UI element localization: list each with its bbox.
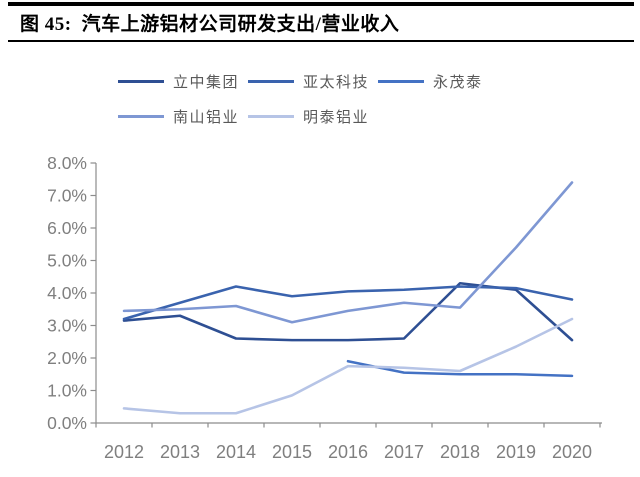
legend-item-4: 明泰铝业: [248, 106, 369, 127]
legend-item-2: 永茂泰: [378, 71, 483, 92]
line-chart: 0.0% 1.0% 2.0% 3.0% 4.0% 5.0% 6.0% 7.0% 8.0% 2012…: [0, 140, 640, 477]
chart-canvas: 0.0% 1.0% 2.0% 3.0% 4.0% 5.0% 6.0% 7.0% 8.0% 2012…: [47, 153, 602, 462]
y-tick-label: 0.0%: [47, 413, 87, 433]
legend-item-1: 亚太科技: [248, 71, 378, 92]
figure-title: 图 45: 汽车上游铝材公司研发支出/营业收入: [20, 9, 620, 36]
legend-label: 南山铝业: [173, 109, 240, 126]
series-line-3: [122, 181, 574, 324]
y-tick-label: 4.0%: [47, 283, 87, 303]
y-tick-label: 3.0%: [47, 316, 87, 336]
title-bottom-rule: [8, 40, 634, 42]
x-tick-label: 2014: [216, 442, 256, 462]
chart-legend: 立中集团 亚太科技 永茂泰南山铝业 明泰铝业: [118, 71, 598, 141]
series-line-4: [122, 317, 574, 415]
figure-number-label: 图 45:: [20, 14, 72, 35]
legend-line-swatch: [248, 79, 294, 83]
y-tick-label: 6.0%: [47, 218, 87, 238]
y-tick-label: 1.0%: [47, 381, 87, 401]
y-tick-label: 2.0%: [47, 348, 87, 368]
legend-line-swatch: [248, 114, 294, 118]
series-line-2: [346, 359, 574, 378]
x-tick-label: 2019: [496, 442, 536, 462]
legend-label: 亚太科技: [303, 74, 370, 91]
x-tick-label: 2012: [104, 442, 144, 462]
legend-item-0: 立中集团: [118, 71, 248, 92]
x-tick-label: 2018: [440, 442, 480, 462]
legend-label: 明泰铝业: [303, 109, 370, 126]
title-top-rule: [8, 2, 634, 6]
x-tick-label: 2016: [328, 442, 368, 462]
x-tick-label: 2015: [272, 442, 312, 462]
x-tick-label: 2017: [384, 442, 424, 462]
x-tick-label: 2013: [160, 442, 200, 462]
y-tick-label: 5.0%: [47, 251, 87, 271]
x-tick-label: 2020: [552, 442, 592, 462]
legend-line-swatch: [118, 79, 164, 83]
y-tick-label: 7.0%: [47, 186, 87, 206]
legend-item-3: 南山铝业: [118, 106, 248, 127]
series-line-1: [122, 285, 574, 321]
legend-line-swatch: [378, 79, 424, 83]
axis-lines: [95, 163, 602, 424]
legend-label: 立中集团: [173, 74, 240, 91]
y-tick-label: 8.0%: [47, 153, 87, 173]
legend-label: 永茂泰: [433, 74, 483, 91]
legend-row: 立中集团 亚太科技 永茂泰: [118, 71, 598, 91]
legend-row: 南山铝业 明泰铝业: [118, 106, 598, 126]
legend-line-swatch: [118, 114, 164, 118]
figure-title-text: 汽车上游铝材公司研发支出/营业收入: [81, 14, 400, 35]
